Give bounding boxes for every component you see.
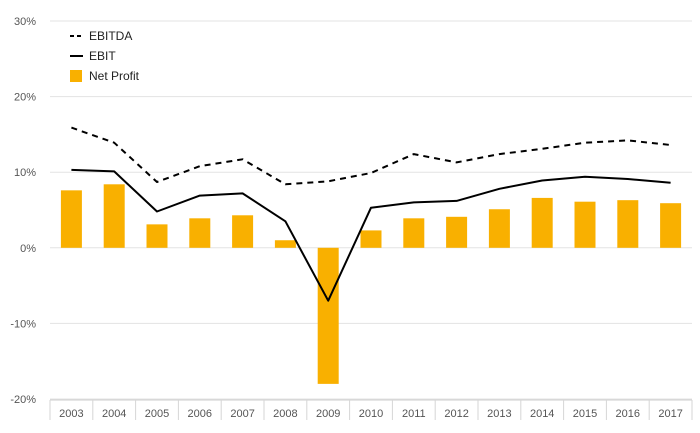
net-profit-bar bbox=[660, 203, 682, 248]
net-profit-bar bbox=[317, 247, 339, 384]
x-tick-label: 2011 bbox=[402, 408, 426, 420]
y-axis: 30% 20% 10% 0% -10% -20% bbox=[10, 16, 36, 406]
x-tick-label: 2004 bbox=[102, 408, 126, 420]
net-profit-bar bbox=[103, 184, 125, 248]
x-tick-label: 2012 bbox=[444, 408, 468, 420]
legend-ebitda-label: EBITDA bbox=[89, 29, 132, 43]
x-tick-label: 2016 bbox=[616, 408, 640, 420]
ebit-line bbox=[71, 168, 671, 302]
x-tick-label: 2010 bbox=[359, 408, 383, 420]
ebitda-line bbox=[71, 126, 671, 186]
net-profit-bar bbox=[617, 200, 639, 248]
net-profit-bar bbox=[146, 224, 168, 248]
net-profit-bars bbox=[60, 184, 682, 384]
legend-net-profit-label: Net Profit bbox=[89, 69, 140, 83]
net-profit-bar bbox=[488, 209, 510, 248]
y-tick-label: -10% bbox=[10, 318, 36, 330]
x-tick-label: 2013 bbox=[487, 408, 511, 420]
x-tick-label: 2015 bbox=[573, 408, 597, 420]
legend-ebit-label: EBIT bbox=[89, 49, 116, 63]
x-tick-label: 2008 bbox=[273, 408, 297, 420]
x-tick-label: 2009 bbox=[316, 408, 340, 420]
net-profit-bar bbox=[403, 218, 425, 248]
y-tick-label: 10% bbox=[14, 167, 36, 179]
x-tick-label: 2005 bbox=[145, 408, 169, 420]
net-profit-bar bbox=[60, 190, 82, 248]
x-tick-label: 2006 bbox=[188, 408, 212, 420]
legend: EBITDA EBIT Net Profit bbox=[70, 29, 140, 83]
series-lines bbox=[71, 126, 671, 302]
x-axis: 2003 2004 2005 2006 2007 2008 2009 2010 2011 2012… bbox=[49, 399, 693, 420]
net-profit-bar bbox=[274, 240, 296, 248]
legend-net-profit-swatch bbox=[70, 70, 82, 82]
y-tick-label: -20% bbox=[10, 394, 36, 406]
net-profit-bar bbox=[574, 201, 596, 248]
net-profit-bar bbox=[189, 218, 211, 248]
net-profit-bar bbox=[531, 197, 553, 248]
x-tick-label: 2017 bbox=[658, 408, 682, 420]
y-tick-label: 0% bbox=[20, 243, 36, 255]
net-profit-bar bbox=[446, 216, 468, 248]
x-tick-label: 2007 bbox=[230, 408, 254, 420]
x-tick-label: 2014 bbox=[530, 408, 554, 420]
net-profit-bar bbox=[232, 215, 254, 248]
x-tick-label: 2003 bbox=[59, 408, 83, 420]
y-tick-label: 30% bbox=[14, 16, 36, 28]
net-profit-bar bbox=[360, 230, 382, 248]
y-tick-label: 20% bbox=[14, 92, 36, 104]
